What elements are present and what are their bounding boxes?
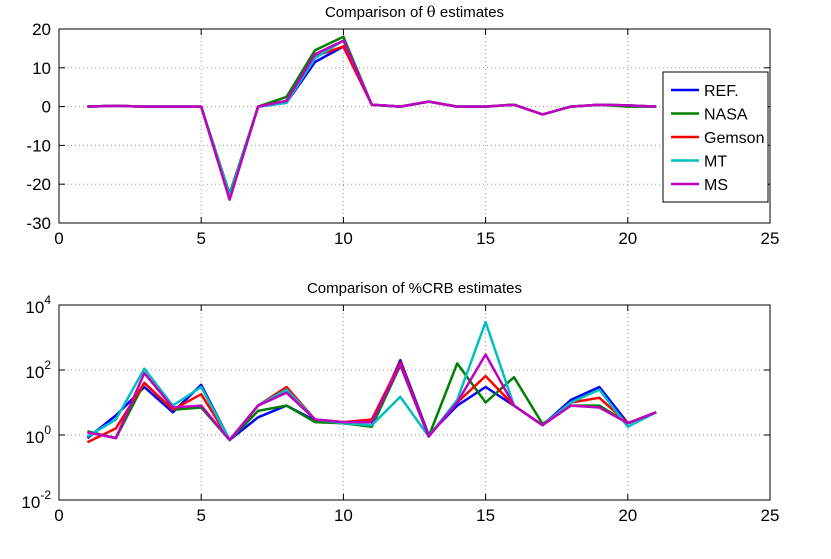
legend-label: Gemson: [704, 130, 764, 147]
y-tick-base: 10: [25, 428, 44, 447]
plot-area: [59, 29, 770, 223]
y-tick-label: 10-2: [21, 488, 51, 512]
y-tick-exponent: 2: [44, 358, 51, 372]
axes-frame: [58, 28, 771, 224]
title-suffix: estimates: [436, 4, 504, 21]
x-tick-label: 20: [618, 506, 637, 525]
y-tick-label: -20: [26, 175, 51, 194]
grid: [59, 305, 770, 500]
y-tick-base: 10: [21, 493, 40, 512]
y-tick-exponent: -2: [40, 488, 51, 502]
x-tick-label: 0: [54, 506, 63, 525]
series-line-ms: [87, 39, 657, 201]
axes-frame: [58, 304, 771, 501]
legend-label: MS: [704, 177, 728, 194]
y-tick-label: -10: [26, 136, 51, 155]
y-tick-label: 104: [25, 293, 51, 317]
y-tick-label: 102: [25, 358, 51, 382]
title-prefix: Comparison of: [325, 4, 427, 21]
x-tick-label: 15: [476, 506, 495, 525]
x-tick-label: 5: [196, 506, 205, 525]
title-theta: θ: [427, 3, 436, 21]
y-tick-label: 0: [42, 98, 51, 117]
x-tick-label: 25: [761, 229, 780, 248]
y-tick-base: 10: [25, 363, 44, 382]
x-tick-label: 15: [476, 229, 495, 248]
y-tick-label: 20: [32, 20, 51, 39]
legend-label: NASA: [704, 107, 748, 124]
legend-label: MT: [704, 154, 727, 171]
x-tick-label: 10: [334, 506, 353, 525]
x-tick-label: 20: [618, 229, 637, 248]
series-line-ms: [87, 353, 657, 442]
x-tick-label: 10: [334, 229, 353, 248]
chart-title: Comparison of %CRB estimates: [307, 280, 522, 297]
x-tick-label: 5: [196, 229, 205, 248]
y-tick-label: 10: [32, 59, 51, 78]
y-tick-exponent: 0: [44, 423, 51, 437]
legend: REF. NASA Gemson MT MS: [662, 71, 769, 203]
x-tick-label: 0: [54, 229, 63, 248]
legend-label: REF.: [704, 83, 739, 100]
y-tick-label: 100: [25, 423, 51, 447]
x-tick-label: 25: [761, 506, 780, 525]
y-tick-label: -30: [26, 214, 51, 233]
y-tick-base: 10: [25, 298, 44, 317]
series-line-mt: [86, 320, 657, 442]
chart-1: Comparison of θ estimates 0 5 10 15 20 25 -30 -2…: [26, 3, 779, 248]
chart-title: Comparison of θ estimates: [325, 3, 504, 21]
y-tick-exponent: 4: [44, 293, 51, 307]
